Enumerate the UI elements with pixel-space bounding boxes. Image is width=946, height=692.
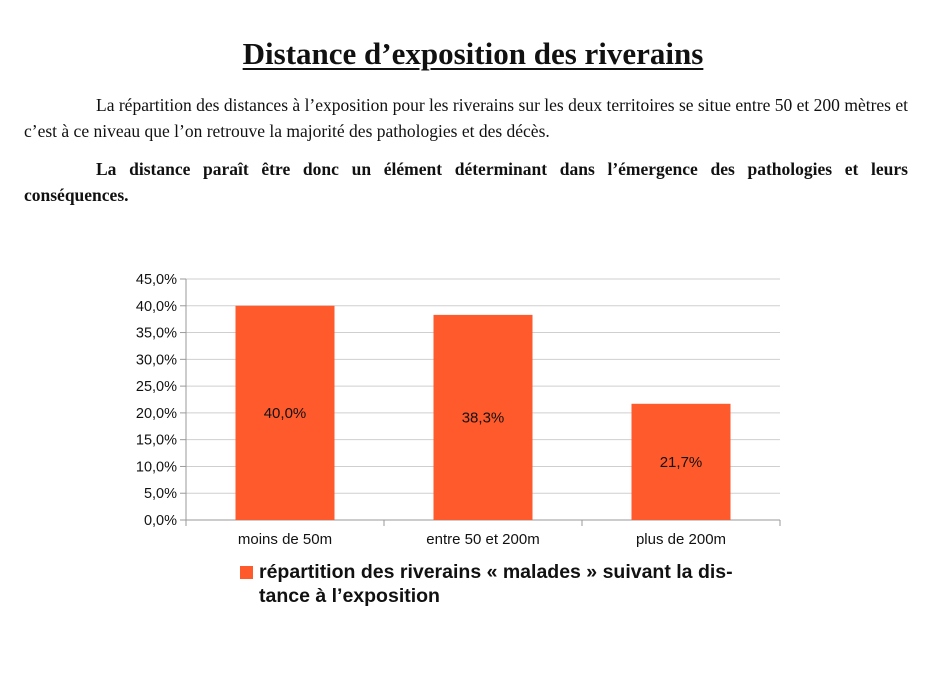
- y-tick-label: 15,0%: [136, 433, 177, 449]
- data-label: 21,7%: [660, 454, 703, 471]
- x-tick-label: plus de 200m: [636, 531, 726, 548]
- legend-label-line2: tance à l’exposition: [259, 585, 440, 607]
- data-label: 40,0%: [264, 405, 307, 422]
- intro-paragraph: La répartition des distances à l’exposit…: [24, 95, 908, 141]
- legend-label: répartition des riverains « malades » su…: [259, 560, 779, 608]
- data-label: 38,3%: [462, 409, 505, 426]
- x-tick-label: entre 50 et 200m: [426, 531, 539, 548]
- y-tick-label: 5,0%: [144, 486, 177, 502]
- y-tick-label: 30,0%: [136, 352, 177, 368]
- y-tick-label: 0,0%: [144, 513, 177, 529]
- bar: [433, 314, 533, 520]
- chart-legend: répartition des riverains « malades » su…: [240, 560, 800, 608]
- y-tick-label: 45,0%: [136, 272, 177, 288]
- page-title: Distance d’exposition des riverains: [242, 36, 704, 71]
- y-tick-label: 35,0%: [136, 326, 177, 342]
- bar: [631, 403, 731, 520]
- y-tick-label: 40,0%: [136, 299, 177, 315]
- y-tick-label: 20,0%: [136, 406, 177, 422]
- legend-swatch: [240, 566, 253, 579]
- y-tick-label: 10,0%: [136, 459, 177, 475]
- conclusion-paragraph: La distance paraît être donc un élément …: [24, 159, 908, 205]
- x-tick-label: moins de 50m: [238, 531, 332, 548]
- legend-label-line1: répartition des riverains « malades » su…: [259, 561, 733, 583]
- bar-chart: 0,0% 5,0% 10,0% 15,0% 20,0% 25,0% 30,0% 35,0% 40…: [136, 272, 781, 548]
- bar: [235, 305, 335, 520]
- y-tick-label: 25,0%: [136, 379, 177, 395]
